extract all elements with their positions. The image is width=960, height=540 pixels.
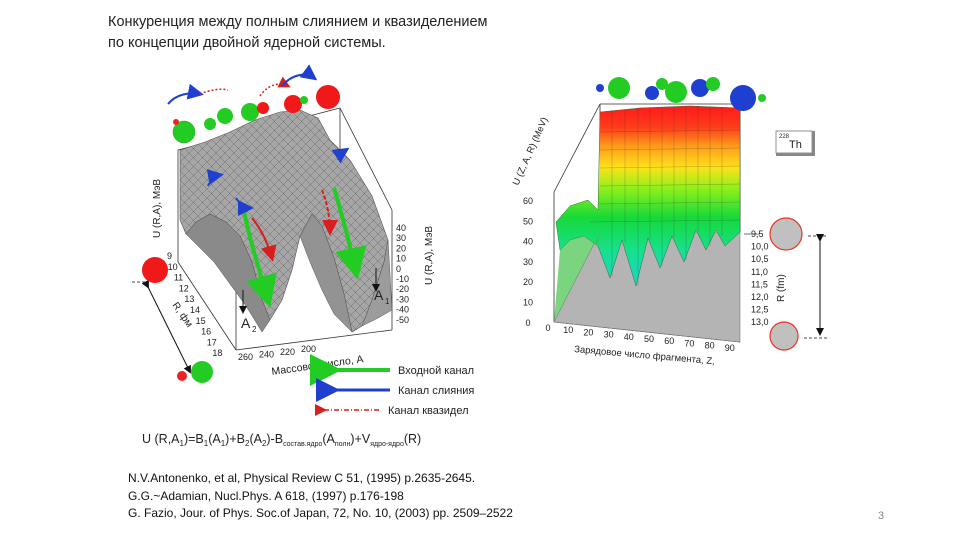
left-r-tick-label: 12 bbox=[179, 283, 189, 293]
legend-quasifission-label: Канал квазидел bbox=[388, 405, 469, 417]
left-z-tick-label: -10 bbox=[396, 274, 409, 284]
left-z-tick-label: 0 bbox=[396, 264, 401, 274]
left-z-tick-label: 10 bbox=[396, 254, 406, 264]
right-z-tick-label: 60 bbox=[523, 196, 533, 206]
left-3d-plot: A 1 A 2 U (R,A), МэВ U (R,A), МэВ 403020… bbox=[132, 107, 435, 383]
left-r-tick-label: 16 bbox=[201, 327, 211, 337]
left-r-tick-label: 15 bbox=[196, 316, 206, 326]
left-r-tick-label: 9 bbox=[167, 251, 172, 261]
reference-3: G. Fazio, Jour. of Phys. Soc.of Japan, 7… bbox=[128, 506, 513, 520]
left-r-tick-label: 10 bbox=[168, 262, 178, 272]
title-line-1: Конкуренция между полным слиянием и кваз… bbox=[108, 14, 488, 30]
left-r-tick-label: 18 bbox=[212, 348, 222, 358]
left-z-tick-label: -20 bbox=[396, 284, 409, 294]
fusion-channel-path-1 bbox=[206, 169, 224, 187]
a1-label: A bbox=[374, 287, 384, 303]
title-line-2: по концепции двойной ядерной системы. bbox=[108, 35, 386, 51]
left-r-tick-label: 11 bbox=[174, 273, 183, 283]
a1-subscript: 1 bbox=[385, 297, 390, 306]
left-z-tick-label: 40 bbox=[396, 223, 406, 233]
fusion-channel-path-2 bbox=[235, 197, 254, 216]
slide-title: Конкуренция между полным слиянием и кваз… bbox=[108, 12, 488, 54]
left-a-tick-label: 220 bbox=[280, 347, 295, 357]
left-r-tick-label: 17 bbox=[207, 337, 217, 347]
left-z-tick-label: -40 bbox=[396, 305, 409, 315]
left-z-tick-label: -50 bbox=[396, 315, 409, 325]
legend: Входной канал Канал слияния Канал квазид… bbox=[310, 354, 474, 417]
right-r-ticks: 9,510,010,511,011,512,012,513,0 bbox=[751, 229, 769, 327]
right-x-ticks: 0 10 20 30 40 50 60 70 80 90 bbox=[545, 323, 734, 353]
right-r-tick-label: 10,0 bbox=[751, 242, 769, 252]
left-r-tick-label: 13 bbox=[184, 294, 194, 304]
left-z-tick-label: 20 bbox=[396, 243, 406, 253]
nucleus-gray-top bbox=[769, 217, 803, 251]
right-z-tick-label: 20 bbox=[523, 277, 533, 287]
references: N.V.Antonenko, et al, Physical Review C … bbox=[128, 470, 513, 523]
r-direction-arrow bbox=[141, 279, 191, 374]
nuclei-sequence-left bbox=[167, 64, 340, 144]
right-z-tick-label: 30 bbox=[523, 257, 533, 267]
right-x-tick-label: 0 bbox=[545, 323, 550, 333]
entrance-channel-path-right bbox=[332, 187, 367, 280]
nucleus-gray-bottom bbox=[769, 321, 799, 351]
left-a-ticks: 260 240 220 200 bbox=[238, 344, 316, 362]
left-a-tick-label: 200 bbox=[301, 344, 316, 354]
left-r-tick-label: 14 bbox=[190, 305, 200, 315]
right-z-tick-label: 10 bbox=[523, 298, 533, 308]
quasifission-path-1 bbox=[251, 217, 277, 262]
right-z-ticks: 60 50 40 30 20 10 0 bbox=[523, 196, 533, 328]
right-r-tick-label: 12,0 bbox=[751, 292, 769, 302]
left-z-axis-label: U (R,A), МэВ bbox=[152, 179, 163, 238]
quasifission-path-2 bbox=[321, 189, 338, 236]
nucleus-red-large bbox=[142, 257, 168, 283]
fusion-channel-path-3 bbox=[331, 147, 350, 164]
left-z-tick-label: 30 bbox=[396, 233, 406, 243]
nucleus-green-bottom bbox=[191, 361, 213, 383]
right-x-tick-label: 50 bbox=[644, 334, 654, 344]
nucleus-symbol: Th bbox=[789, 139, 802, 151]
legend-fusion-label: Канал слияния bbox=[398, 385, 474, 397]
left-z-axis-label-right: U (R,A), МэВ bbox=[424, 226, 435, 285]
right-x-tick-label: 20 bbox=[583, 327, 593, 337]
right-potential-surface bbox=[555, 105, 741, 287]
right-x-tick-label: 40 bbox=[624, 332, 634, 342]
right-x-tick-label: 10 bbox=[563, 325, 573, 335]
right-r-tick-label: 11,0 bbox=[751, 267, 768, 277]
right-x-tick-label: 60 bbox=[664, 336, 674, 346]
right-z-tick-label: 40 bbox=[523, 237, 533, 247]
left-z-tick-label: -30 bbox=[396, 294, 409, 304]
right-3d-plot: U (Z, A, R) (MeV) 60 50 40 30 20 10 0 0 10 20 30 4… bbox=[511, 103, 828, 367]
right-z-axis-label: U (Z, A, R) (MeV) bbox=[511, 116, 551, 188]
right-x-tick-label: 90 bbox=[725, 343, 735, 353]
nuclei-sequence-right bbox=[596, 77, 766, 111]
right-r-tick-label: 13,0 bbox=[751, 317, 769, 327]
nucleus-mass: 228 bbox=[779, 134, 790, 140]
left-a-tick-label: 240 bbox=[259, 349, 274, 359]
left-a-tick-label: 260 bbox=[238, 352, 253, 362]
reference-1: N.V.Antonenko, et al, Physical Review C … bbox=[128, 471, 476, 485]
a2-subscript: 2 bbox=[252, 325, 257, 334]
nucleus-red-small-bottom bbox=[177, 371, 187, 381]
right-r-axis-label: R (fm) bbox=[776, 274, 787, 302]
right-r-tick-label: 12,5 bbox=[751, 305, 769, 315]
reference-2: G.G.~Adamian, Nucl.Phys. A 618, (1997) p… bbox=[128, 488, 404, 503]
left-a-axis-label: Массовое число, A bbox=[271, 353, 365, 378]
a2-label: A bbox=[241, 315, 251, 331]
right-r-tick-label: 11,5 bbox=[751, 279, 768, 289]
formula: U (R,A1)=B1(A1)+B2(A2)-Bсостав.ядро(Aпол… bbox=[142, 432, 421, 448]
right-z-tick-label: 50 bbox=[523, 216, 533, 226]
page-number: 3 bbox=[878, 510, 885, 522]
right-z-tick-label: 0 bbox=[525, 318, 530, 328]
right-x-tick-label: 80 bbox=[705, 341, 715, 351]
right-x-tick-label: 70 bbox=[684, 338, 694, 348]
legend-entrance-label: Входной канал bbox=[398, 365, 474, 377]
right-r-tick-label: 10,5 bbox=[751, 254, 769, 264]
right-x-tick-label: 30 bbox=[604, 330, 614, 340]
